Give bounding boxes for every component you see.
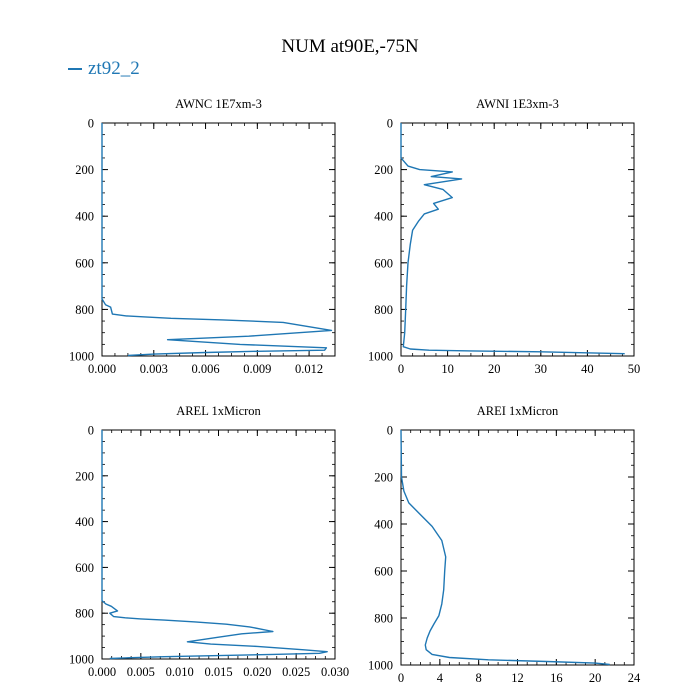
x-tick-label: 20 [589,671,602,685]
y-tick-label: 400 [75,210,94,224]
y-tick-label: 600 [75,561,94,575]
x-tick-label: 0 [398,362,404,376]
y-tick-label: 0 [387,424,393,438]
x-tick-label: 24 [628,671,641,685]
y-tick-label: 600 [374,256,393,270]
y-tick-label: 0 [88,424,94,438]
x-tick-label: 0.020 [243,665,271,679]
y-tick-label: 1000 [69,653,94,667]
y-tick-label: 200 [374,163,393,177]
panel-title: AWNI 1E3xm-3 [476,97,559,111]
x-tick-label: 0.015 [204,665,232,679]
x-tick-label: 0.000 [88,362,116,376]
y-tick-label: 600 [75,256,94,270]
plot-frame [101,429,336,660]
series-line [101,430,328,660]
series-line [400,429,610,666]
x-tick-label: 0.006 [191,362,219,376]
y-tick-label: 1000 [69,350,94,364]
y-tick-label: 200 [75,469,94,483]
y-tick-label: 400 [374,210,393,224]
x-tick-label: 10 [441,362,454,376]
x-tick-label: 0.030 [321,665,349,679]
panel-4: AREI 1xMicron 0 4 8 12 16 20 24 0 200 400 600 800 100… [368,404,641,685]
series-line [101,123,333,357]
panel-2: AWNI 1E3xm-3 0 10 20 30 40 50 0 200 400 600 800 1000 [368,97,640,376]
x-tick-label: 40 [581,362,594,376]
y-tick-label: 800 [374,612,393,626]
figure-title: NUM at90E,-75N [281,36,419,57]
y-tick-label: 0 [387,117,393,131]
x-tick-label: 0.012 [295,362,323,376]
y-tick-label: 600 [374,565,393,579]
x-tick-label: 20 [488,362,501,376]
panel-title: AREL 1xMicron [176,404,261,418]
y-tick-label: 800 [374,303,393,317]
panel-3: AREL 1xMicron 0.000 0.005 0.010 0.015 0.020 0.… [69,404,349,679]
x-tick-label: 0.000 [88,665,116,679]
y-tick-label: 0 [88,117,94,131]
x-tick-label: 0.003 [140,362,168,376]
legend-line-swatch [68,68,82,70]
x-tick-label: 16 [550,671,563,685]
y-tick-label: 800 [75,607,94,621]
x-tick-label: 4 [437,671,444,685]
x-tick-label: 12 [511,671,524,685]
x-tick-label: 0.005 [127,665,155,679]
y-tick-label: 200 [374,471,393,485]
plot-frame [101,122,336,357]
plot-frame [400,122,635,357]
series-line [400,123,625,355]
x-tick-label: 30 [535,362,548,376]
panel-title: AREI 1xMicron [477,404,559,418]
panel-1: AWNC 1E7xm-3 0.000 0.003 0.006 0.009 0.012 0 20… [69,97,336,376]
panel-title: AWNC 1E7xm-3 [175,97,262,111]
x-tick-label: 0.009 [243,362,271,376]
plot-frame [400,429,635,666]
y-tick-label: 800 [75,303,94,317]
y-tick-label: 400 [374,518,393,532]
y-tick-label: 400 [75,515,94,529]
x-tick-label: 50 [628,362,641,376]
y-tick-label: 1000 [368,350,393,364]
x-tick-label: 0.025 [282,665,310,679]
y-tick-label: 200 [75,163,94,177]
y-tick-label: 1000 [368,659,393,673]
x-tick-label: 0.010 [166,665,194,679]
x-tick-label: 0 [398,671,404,685]
legend: zt92_2 [68,58,140,80]
legend-label: zt92_2 [88,58,140,79]
x-tick-label: 8 [476,671,482,685]
